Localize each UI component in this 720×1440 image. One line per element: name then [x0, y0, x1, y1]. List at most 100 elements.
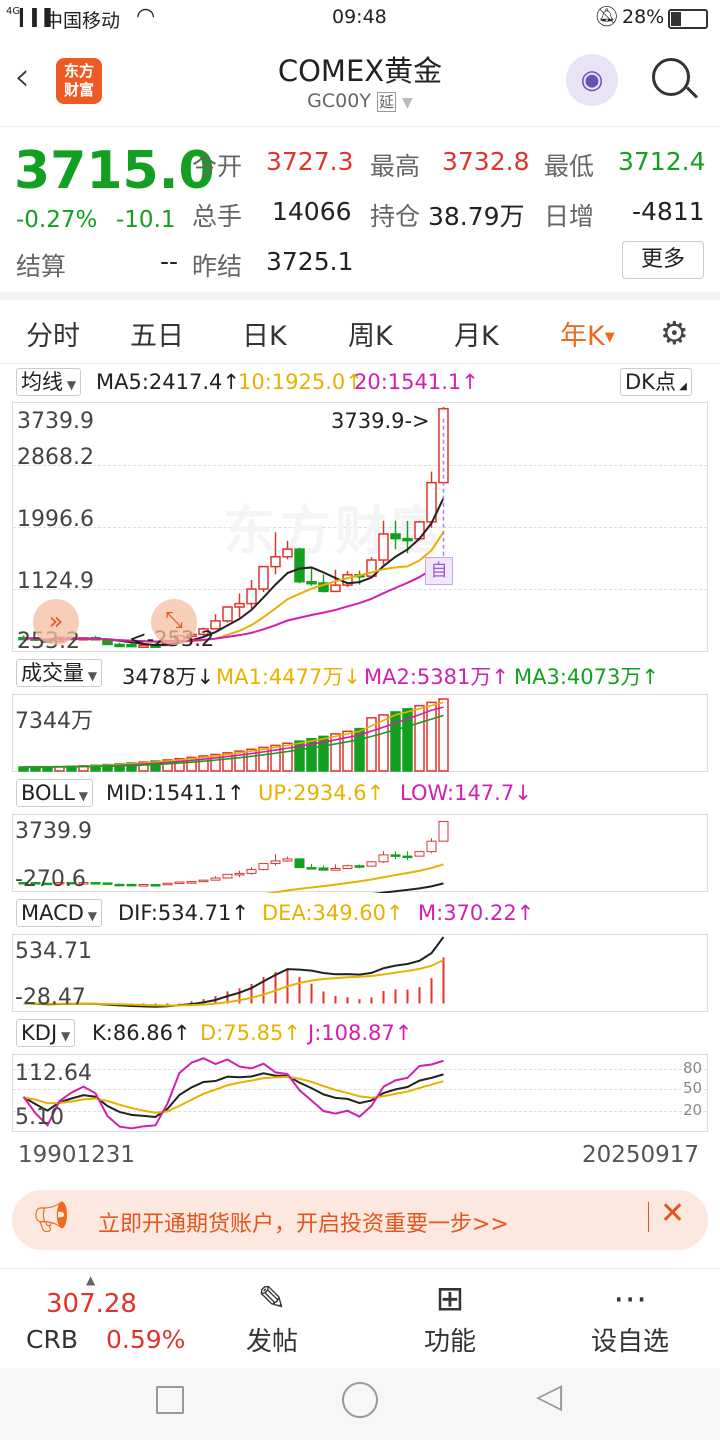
crb-ticker[interactable]: 307.28 CRB 0.59%: [10, 1281, 200, 1361]
boll-up: UP:2934.6↑: [258, 781, 385, 805]
volume-bar: [198, 755, 209, 772]
period-tabs: 分时 五日 日K 周K 月K 年K▼ ⚙: [0, 292, 720, 364]
volume-bar: [426, 701, 437, 772]
volume-plot: [18, 698, 449, 772]
candle-body: [306, 580, 317, 585]
add-watchlist-button[interactable]: ⋯ 设自选: [570, 1277, 690, 1358]
search-icon[interactable]: [652, 58, 699, 99]
boll-candle: [234, 872, 245, 876]
boll-candle: [306, 867, 317, 870]
kdj-y-top: 112.64: [15, 1061, 92, 1086]
boll-candle: [246, 869, 257, 874]
main-indicator-label: 均线: [21, 370, 63, 394]
settle-value: --: [160, 247, 179, 276]
back-icon[interactable]: ‹: [14, 54, 30, 100]
tab-daily-k[interactable]: 日K: [242, 321, 287, 352]
candle-body: [330, 584, 341, 593]
post-button[interactable]: ✎ 发帖: [212, 1277, 332, 1358]
candle-body: [198, 628, 209, 636]
candle-body: [258, 565, 269, 590]
dk-point-selector[interactable]: DK点 ◢: [620, 368, 692, 396]
boll-candle: [210, 877, 221, 881]
expand-left-icon[interactable]: »: [33, 599, 79, 645]
tab-weekly-k[interactable]: 周K: [348, 321, 393, 352]
boll-chart[interactable]: 3739.9 -270.6: [12, 814, 708, 893]
kdj-chart[interactable]: 112.64 5.10 80 50 20: [12, 1054, 708, 1132]
open-account-banner[interactable]: 📢︎ 立即开通期货账户，开启投资重要一步>> ✕: [12, 1190, 708, 1250]
gear-icon[interactable]: ⚙: [660, 314, 689, 352]
candle-plot: [18, 407, 449, 648]
tab-five-day[interactable]: 五日: [130, 321, 184, 352]
vol-ma3-line: [23, 714, 444, 768]
boll-candle: [66, 881, 77, 885]
volume-bar: [186, 756, 197, 772]
kdj-k-line: [22, 1072, 444, 1118]
tab-intraday[interactable]: 分时: [26, 321, 80, 352]
signal-icon: ▎▍▌: [20, 8, 57, 27]
low-label: 最低: [544, 152, 595, 181]
boll-candle: [414, 851, 425, 857]
boll-candle: [378, 854, 389, 863]
boll-candle: [426, 840, 437, 853]
macd-chart[interactable]: 534.71 -28.47: [12, 934, 708, 1012]
more-button[interactable]: 更多: [622, 241, 704, 279]
status-bar: 4G ▎▍▌ 中国移动 ◠ 09:48 🔕︎ 28%: [0, 0, 720, 40]
candle-body: [138, 644, 149, 648]
functions-button[interactable]: ⊞ 功能: [390, 1277, 510, 1358]
kdj-indicator-selector[interactable]: KDJ ▼: [16, 1019, 76, 1047]
delay-tag: 延: [376, 92, 396, 112]
app-logo: 东方财富: [56, 58, 102, 104]
volume-indicator-label: 成交量: [21, 661, 84, 685]
robot-assistant-icon[interactable]: ◉: [566, 54, 618, 106]
daily-increase-value: -4811: [632, 197, 705, 226]
carrier-name: 中国移动: [44, 10, 121, 32]
back-nav-icon[interactable]: ◁: [536, 1376, 563, 1416]
volume-bar: [258, 746, 269, 772]
macd-plot: [23, 936, 445, 1008]
recent-apps-icon[interactable]: [156, 1386, 184, 1414]
boll-candle: [126, 883, 137, 887]
volume-bar: [342, 730, 353, 772]
volume-bar: [390, 711, 401, 772]
caret-down-icon: ▼: [63, 378, 77, 392]
boll-candle: [78, 882, 89, 885]
macd-indicator-selector[interactable]: MACD ▼: [16, 899, 102, 927]
tab-yearly-k[interactable]: 年K▼: [560, 314, 615, 353]
volume-bar: [306, 738, 317, 772]
boll-candle: [198, 879, 209, 883]
more-dots-icon: ⋯: [613, 1279, 647, 1319]
boll-legend: BOLL ▼ MID:1541.1↑ UP:2934.6↑ LOW:147.7↓: [0, 776, 720, 812]
boll-indicator-selector[interactable]: BOLL ▼: [16, 779, 94, 807]
y-label-4: 1124.9: [17, 569, 94, 594]
candlestick-chart[interactable]: 东方财富 3739.9 2868.2 1996.6 1124.9 253.2 3…: [12, 402, 708, 654]
tab-monthly-k[interactable]: 月K: [454, 321, 499, 352]
boll-candle: [150, 884, 161, 887]
change-value: -10.1: [116, 207, 176, 233]
change-percent: -0.27%: [16, 207, 98, 233]
boll-candle: [258, 863, 269, 871]
home-icon[interactable]: [342, 1382, 378, 1418]
boll-candle: [162, 882, 173, 886]
boll-candle: [90, 882, 101, 885]
contract-code-selector[interactable]: GC00Y 延 ▼: [200, 90, 520, 112]
add-watchlist-label: 设自选: [590, 1327, 669, 1357]
volume-indicator-selector[interactable]: 成交量 ▼: [16, 659, 103, 687]
boll-plot: [18, 820, 449, 893]
candle-body: [294, 548, 305, 583]
boll-candle: [366, 861, 377, 867]
close-icon[interactable]: ✕: [660, 1196, 686, 1231]
vol-ma1: MA1:4477万↓: [216, 665, 361, 689]
volume-bar: [378, 714, 389, 772]
boll-candle: [342, 865, 353, 870]
boll-mid-line: [372, 882, 444, 893]
vol-ma3: MA3:4073万↑: [514, 665, 659, 689]
alarm-off-icon: 🔕︎: [594, 4, 620, 28]
main-indicator-selector[interactable]: 均线 ▼: [16, 368, 82, 396]
kdj-d-line: [23, 1075, 444, 1114]
dk-point-label: DK点: [625, 370, 676, 394]
functions-label: 功能: [423, 1327, 476, 1357]
fullscreen-icon[interactable]: ⤡: [151, 599, 197, 645]
volume-bar: [150, 760, 161, 772]
volume-chart[interactable]: 7344万: [12, 694, 708, 772]
candle-body: [282, 548, 293, 558]
